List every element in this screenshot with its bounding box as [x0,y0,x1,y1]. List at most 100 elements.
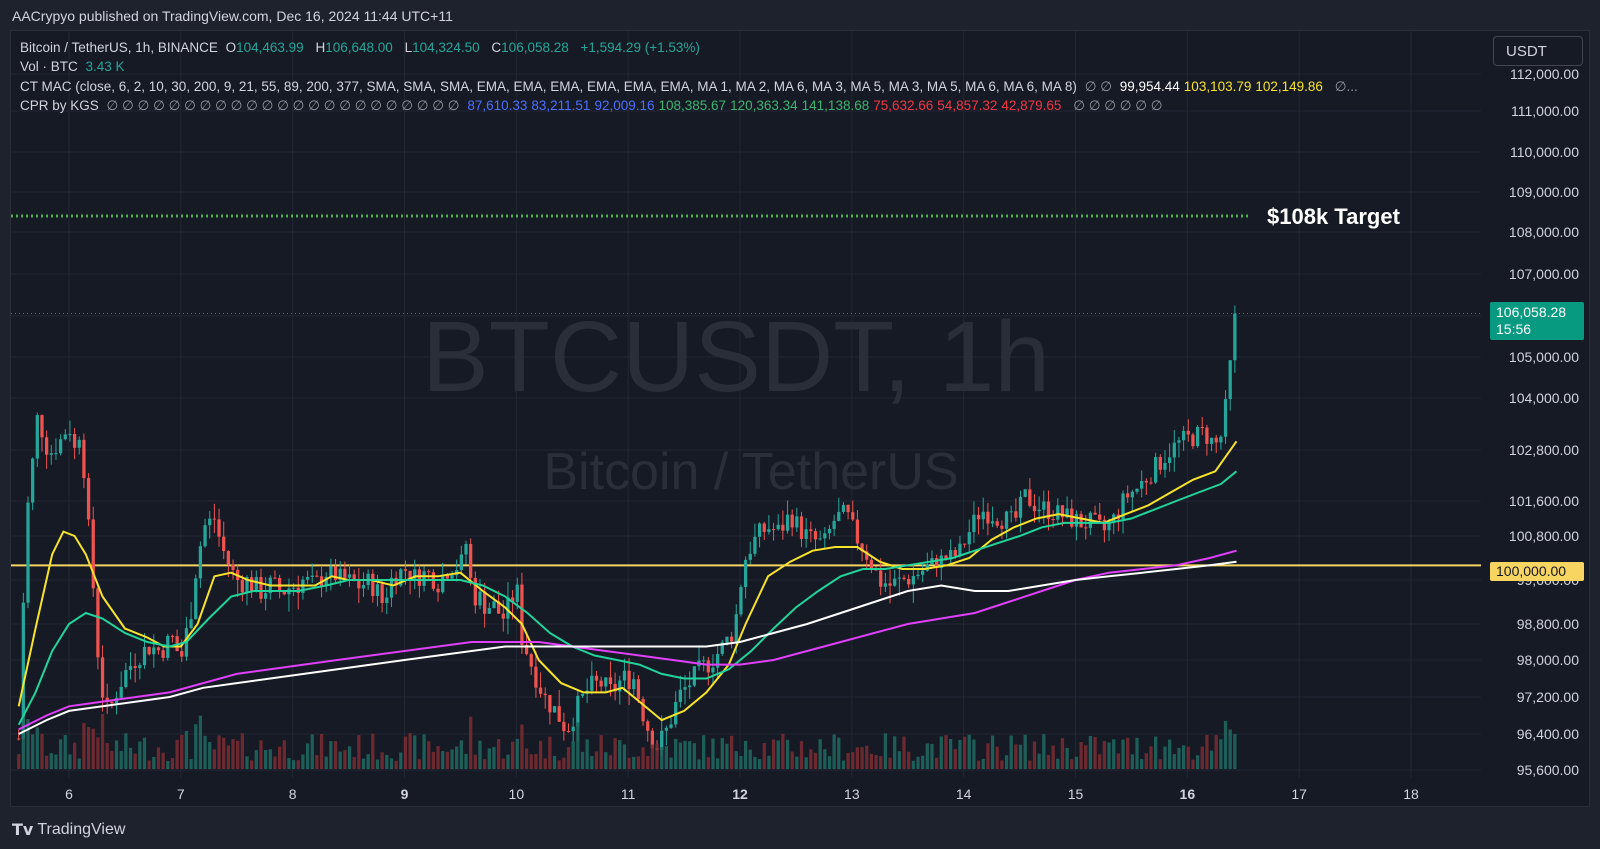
candle-body[interactable] [394,577,398,586]
candle-body[interactable] [226,551,230,565]
candle-body[interactable] [1233,313,1237,361]
candle-body[interactable] [49,453,53,455]
candle-body[interactable] [1219,436,1223,443]
candle-body[interactable] [26,502,30,603]
candle-body[interactable] [273,577,277,579]
candle-body[interactable] [795,516,799,528]
candle-body[interactable] [352,574,356,580]
candle-body[interactable] [524,644,529,655]
candle-body[interactable] [469,543,473,578]
candle-body[interactable] [264,593,268,599]
candle-body[interactable] [967,532,971,545]
candle-body[interactable] [1023,489,1027,497]
candle-body[interactable] [1098,514,1102,520]
candle-body[interactable] [935,558,939,569]
candle-body[interactable] [63,434,67,440]
candle-body[interactable] [1130,491,1134,498]
candle-body[interactable] [837,511,841,521]
candle-body[interactable] [972,514,976,533]
candle-body[interactable] [1177,440,1181,443]
candle-body[interactable] [1126,493,1130,498]
candle-body[interactable] [921,570,925,575]
candle-body[interactable] [329,566,333,577]
candle-body[interactable] [385,597,389,604]
candle-body[interactable] [124,669,128,687]
candle-body[interactable] [674,701,678,725]
candle-body[interactable] [748,553,752,560]
candle-body[interactable] [599,680,603,687]
ma-line[interactable] [18,549,1237,731]
candle-body[interactable] [1186,430,1190,435]
candle-body[interactable] [408,570,412,579]
candle-body[interactable] [1079,514,1083,528]
candle-body[interactable] [1042,501,1046,510]
candle-body[interactable] [590,675,594,691]
candle-body[interactable] [743,559,748,588]
candle-body[interactable] [487,608,491,614]
candle-body[interactable] [664,727,669,731]
candle-body[interactable] [445,574,450,579]
candle-body[interactable] [422,571,426,586]
candle-body[interactable] [1144,480,1148,483]
candle-body[interactable] [660,730,664,750]
candle-body[interactable] [259,577,263,599]
candle-body[interactable] [725,636,729,643]
candle-body[interactable] [753,536,757,554]
candle-body[interactable] [506,597,510,619]
candle-body[interactable] [608,677,613,685]
candle-body[interactable] [208,518,212,526]
candle-body[interactable] [1223,399,1228,437]
candle-body[interactable] [953,549,957,557]
candle-body[interactable] [45,437,49,455]
candle-body[interactable] [1028,489,1032,506]
candle-body[interactable] [152,647,156,655]
candle-body[interactable] [911,576,915,585]
candle-body[interactable] [170,635,175,637]
candle-body[interactable] [496,601,501,614]
candle-body[interactable] [138,665,142,668]
candle-body[interactable] [58,439,63,454]
candle-body[interactable] [832,520,836,529]
candle-body[interactable] [562,721,566,732]
candle-body[interactable] [403,569,408,571]
candle-body[interactable] [566,731,571,733]
candle-body[interactable] [944,555,948,560]
candle-body[interactable] [1060,505,1065,518]
candle-body[interactable] [883,583,888,587]
candle-body[interactable] [827,528,832,534]
candle-body[interactable] [1102,519,1107,531]
candle-body[interactable] [734,614,738,642]
candle-body[interactable] [464,543,468,555]
candle-body[interactable] [739,587,743,615]
ctmac-label[interactable]: CT MAC (close, 6, 2, 10, 30, 200, 9, 21,… [20,79,1077,94]
candle-body[interactable] [995,521,999,526]
candle-body[interactable] [1093,512,1097,515]
candle-body[interactable] [916,574,920,577]
candle-body[interactable] [669,724,673,728]
candle-body[interactable] [1046,501,1051,520]
candle-body[interactable] [571,726,575,732]
candle-body[interactable] [729,636,734,642]
candle-body[interactable] [678,689,682,702]
candle-body[interactable] [128,666,133,670]
candle-body[interactable] [548,695,552,713]
candle-body[interactable] [333,566,338,580]
candle-body[interactable] [538,687,543,694]
candle-body[interactable] [785,514,790,531]
candle-body[interactable] [82,439,86,479]
candle-body[interactable] [282,590,286,595]
ma-line[interactable] [17,470,1238,726]
candle-body[interactable] [357,579,361,589]
candle-body[interactable] [543,693,547,696]
candle-body[interactable] [1200,426,1204,428]
candle-body[interactable] [1004,511,1009,529]
candle-body[interactable] [417,569,422,586]
target-annotation[interactable]: $108k Target [1267,204,1400,229]
candle-body[interactable] [515,584,519,602]
candle-body[interactable] [976,514,981,520]
candle-body[interactable] [622,670,627,681]
footer-brand[interactable]: 𝗧𝘃 TradingView [12,820,125,840]
candle-body[interactable] [142,646,147,666]
candle-body[interactable] [804,529,808,539]
candle-body[interactable] [1191,434,1195,447]
